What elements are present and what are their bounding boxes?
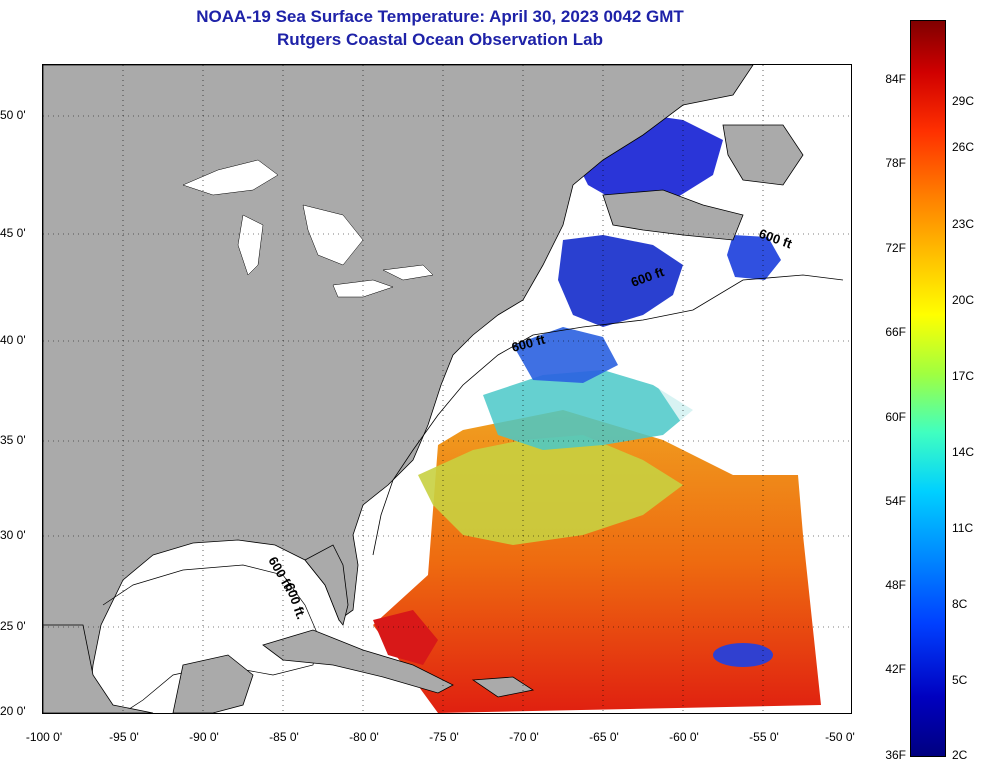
cb-c-26: 26C [952,140,975,154]
graticule [43,65,851,713]
lon-label-60: -60 0' [669,730,699,744]
cb-f-84: 84F [885,72,906,86]
sst-blue-patch [513,327,618,383]
cb-c-17: 17C [952,369,975,383]
contour-east-coast [372,274,844,556]
lon-label-75: -75 0' [429,730,459,744]
cb-c-23: 23C [952,217,975,231]
sst-mid-band [418,435,683,545]
cb-c-29: 29C [952,94,975,108]
warm-bahamas [373,610,438,665]
cloud-cover [643,345,793,465]
page-subtitle: Rutgers Coastal Ocean Observation Lab [277,30,603,49]
great-lakes [182,159,434,298]
sst-map[interactable]: 600 ft. 600 ft. 600 ft 600 ft 600 ft [42,64,852,714]
lon-label-65: -65 0' [589,730,619,744]
cb-c-20: 20C [952,293,975,307]
land-florida [304,544,349,626]
lat-label-50: 50 0' [0,108,26,122]
land-north-america [43,65,754,713]
cb-c-8: 8C [952,597,968,611]
lon-label-95: -95 0' [109,730,139,744]
lat-label-30: 30 0' [0,528,26,542]
lon-label-55: -55 0' [749,730,779,744]
cb-c-14: 14C [952,445,975,459]
land-maritimes [602,124,804,241]
lon-label-70: -70 0' [509,730,539,744]
cb-c-11: 11C [952,521,974,535]
lon-label-100: -100 0' [25,730,63,744]
cb-f-36: 36F [885,748,906,762]
lat-label-25: 25 0' [0,619,26,633]
lon-label-85: -85 0' [269,730,299,744]
sst-cold-swath [558,235,683,327]
temperature-colorbar [910,20,946,757]
lat-label-40: 40 0' [0,333,26,347]
map-canvas: 600 ft. 600 ft. 600 ft 600 ft 600 ft [43,65,851,713]
cb-f-42: 42F [885,662,906,676]
cb-f-60: 60F [885,410,906,424]
page-title: NOAA-19 Sea Surface Temperature: April 3… [196,7,684,26]
lon-label-80: -80 0' [349,730,379,744]
cb-f-72: 72F [885,241,906,255]
lon-label-50: -50 0' [825,730,855,744]
lon-label-90: -90 0' [189,730,219,744]
lat-label-20: 20 0' [0,704,26,718]
sst-cyan-band [483,370,693,450]
cb-f-48: 48F [885,578,906,592]
land-mexico [43,624,254,713]
sst-cold-east [727,235,781,280]
cb-f-54: 54F [885,494,906,508]
sst-cold-eddy [713,643,773,667]
land-cuba [262,629,454,694]
lat-label-35: 35 0' [0,433,26,447]
cb-c-2: 2C [952,748,968,762]
cb-f-78: 78F [885,156,906,170]
lat-label-45: 45 0' [0,226,26,240]
cb-c-5: 5C [952,673,968,687]
cb-f-66: 66F [885,325,906,339]
land-hispaniola [471,676,535,698]
